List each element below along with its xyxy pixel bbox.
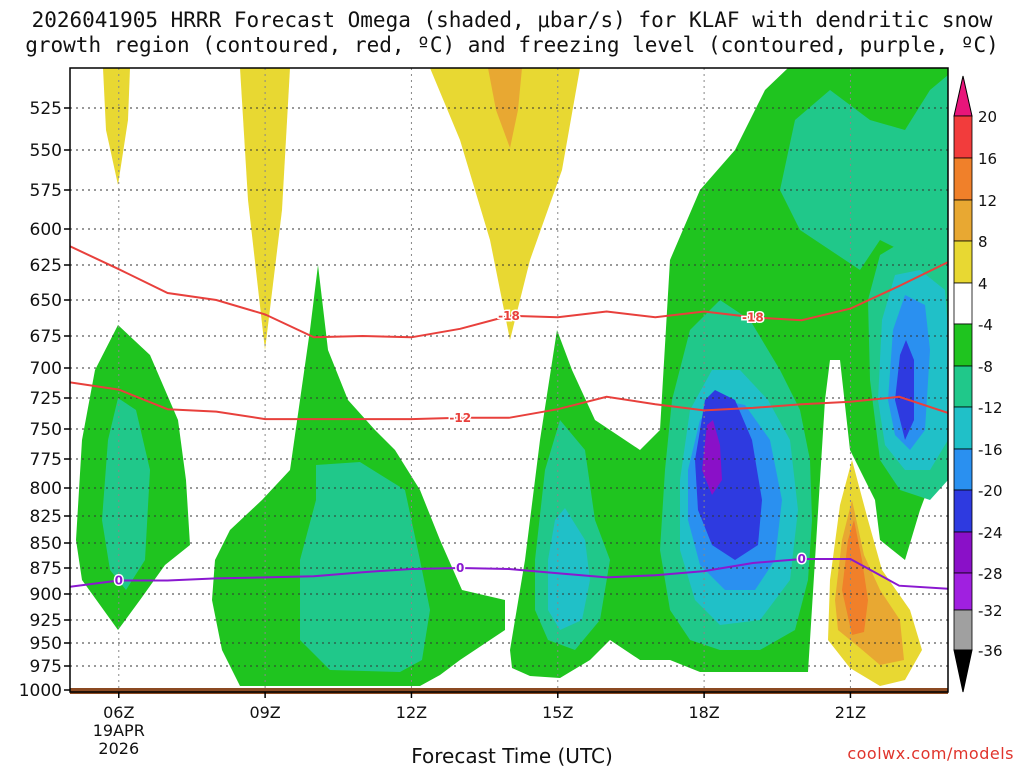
y-tick-label: 800 [30, 479, 62, 499]
x-year-label: 2026 [98, 739, 139, 758]
omega-shading-layer [76, 68, 948, 686]
colorbar-level-label: -32 [978, 602, 1003, 620]
colorbar-swatch [953, 572, 973, 611]
contour-label-freezing0: 0 [456, 561, 464, 575]
omega-shade-neg-d [300, 462, 430, 672]
colorbar-swatch [953, 157, 973, 201]
colorbar-swatch [953, 115, 973, 159]
credit-text: coolwx.com/models [847, 744, 1014, 763]
colorbar-swatch [953, 365, 973, 408]
omega-shade-neg-l [702, 420, 722, 495]
omega-shade-pos-b [240, 68, 290, 350]
y-tick-label: 550 [30, 141, 62, 161]
y-tick-label: 725 [30, 389, 62, 409]
colorbar-bottom-arrow [953, 649, 973, 693]
colorbar-swatch [953, 282, 973, 325]
x-tick-label: 06Z [103, 703, 134, 722]
colorbar-level-label: 4 [978, 275, 988, 293]
colorbar-swatch [953, 240, 973, 284]
omega-shade-pos-g [842, 520, 868, 635]
omega-shade-pos-d [488, 68, 522, 148]
omega-shade-pos-c [430, 68, 580, 340]
contour-label-freezing0: 0 [797, 552, 805, 566]
colorbar-level-label: -8 [978, 358, 993, 376]
omega-shade-neg-m [780, 75, 948, 360]
ground-surface [70, 688, 948, 694]
colorbar-legend: 20 16 12 8 4 -4 -8 -12 -16 -20 -24 -28 -32 -36 [953, 75, 1003, 693]
omega-shade-neg-b [102, 398, 150, 590]
colorbar-level-label: -28 [978, 565, 1003, 583]
colorbar-swatch [953, 406, 973, 450]
y-tick-label: 875 [30, 559, 62, 579]
x-tick-label: 12Z [396, 703, 427, 722]
colorbar-level-label: 20 [978, 108, 997, 126]
contour-layer [70, 245, 948, 590]
y-tick-label: 650 [30, 291, 62, 311]
plot-frame [69, 67, 949, 693]
y-tick-label: 575 [30, 181, 62, 201]
colorbar-level-label: -12 [978, 399, 1003, 417]
colorbar-swatch [953, 323, 973, 367]
colorbar-level-label: -24 [978, 524, 1003, 542]
contour-label-freezing0: 0 [115, 573, 123, 587]
y-tick-label: 775 [30, 450, 62, 470]
contour-minus12 [70, 381, 948, 421]
colorbar-level-label: -20 [978, 482, 1003, 500]
omega-shade-neg-g [548, 508, 590, 630]
y-tick-label: 900 [30, 585, 62, 605]
chart-title-line1: 2026041905 HRRR Forecast Omega (shaded, … [31, 8, 993, 32]
y-tick-label: 750 [30, 420, 62, 440]
x-tick-label: 09Z [249, 703, 280, 722]
contour-freezing0 [70, 558, 948, 590]
y-tick-label: 700 [30, 359, 62, 379]
colorbar-swatch [953, 448, 973, 491]
y-tick-label: 625 [30, 256, 62, 276]
x-axis-title: Forecast Time (UTC) [411, 744, 613, 768]
y-tick-label: 825 [30, 507, 62, 527]
colorbar-swatch [953, 531, 973, 574]
x-tick-label: 15Z [542, 703, 573, 722]
omega-shade-neg-q [895, 340, 914, 440]
colorbar-level-label: -4 [978, 316, 993, 334]
omega-shade-pos-a [103, 68, 130, 185]
colorbar-level-label: 16 [978, 150, 997, 168]
y-tick-label: 950 [30, 634, 62, 654]
x-tick-label: 21Z [835, 703, 866, 722]
colorbar-level-label: -36 [978, 642, 1003, 660]
colorbar-swatch [953, 199, 973, 242]
y-tick-label: 975 [30, 657, 62, 677]
contour-label-minus12: -12 [449, 411, 471, 425]
y-tick-label: 675 [30, 327, 62, 347]
contour-label-minus18: -18 [742, 310, 764, 324]
chart-title: 2026041905 HRRR Forecast Omega (shaded, … [0, 8, 1024, 58]
y-axis: 525 550 575 600 625 650 675 700 725 750 775 800 825 8… [19, 99, 70, 701]
contour-labels: -18 -18 -12 0 0 0 [113, 307, 807, 589]
chart-title-line2: growth region (contoured, red, ºC) and f… [25, 33, 999, 57]
x-date-label: 19APR [93, 721, 145, 740]
contour-label-minus18: -18 [498, 309, 520, 323]
colorbar-level-label: -16 [978, 441, 1003, 459]
colorbar-level-label: 12 [978, 192, 997, 210]
y-tick-label: 600 [30, 220, 62, 240]
contour-minus18 [70, 245, 948, 339]
colorbar-top-arrow [953, 75, 973, 117]
colorbar-swatch [953, 609, 973, 651]
y-tick-label: 525 [30, 99, 62, 119]
colorbar-swatch [953, 489, 973, 533]
y-tick-label: 850 [30, 534, 62, 554]
y-tick-label: 925 [30, 611, 62, 631]
colorbar-level-label: 8 [978, 233, 988, 251]
x-tick-label: 18Z [688, 703, 719, 722]
y-tick-label: 1000 [19, 681, 62, 701]
